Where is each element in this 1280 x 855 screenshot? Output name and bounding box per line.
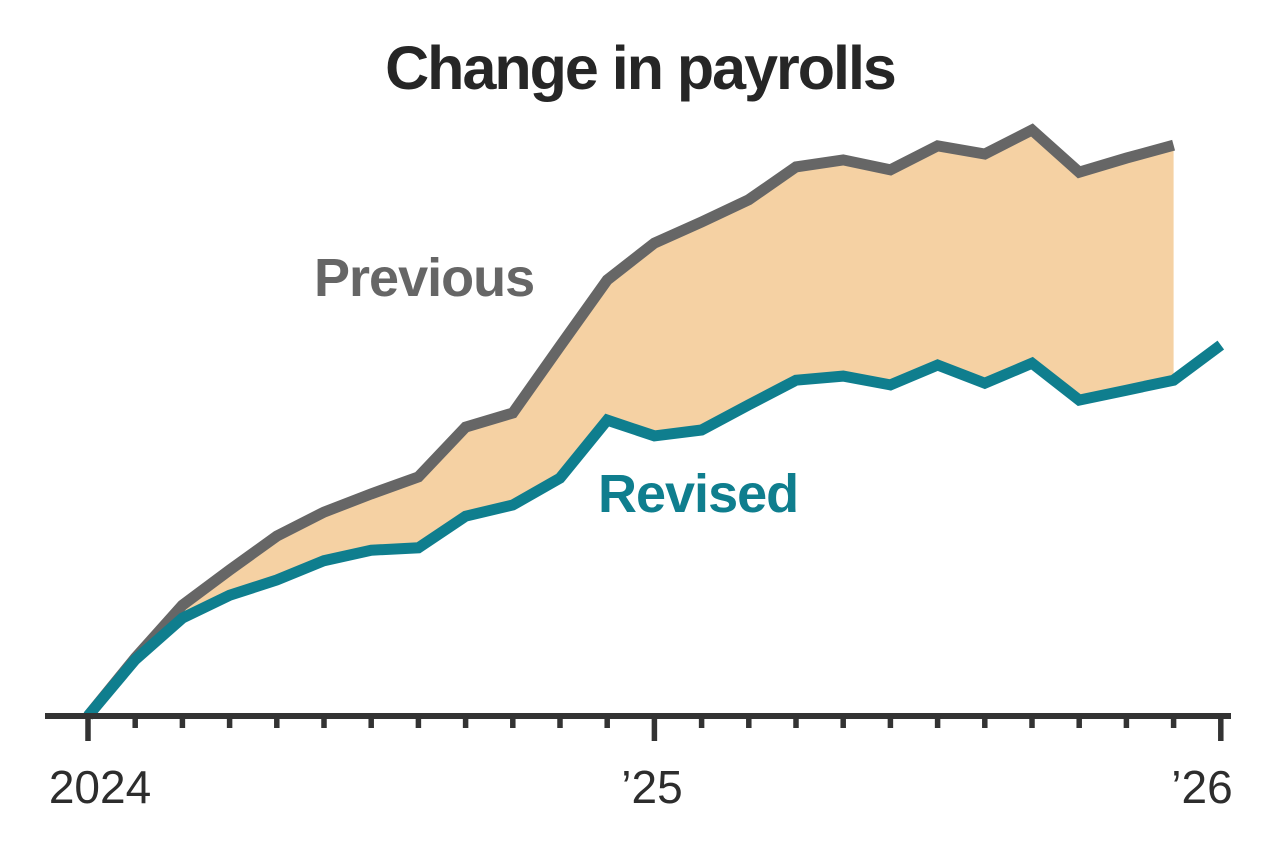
x-tick-label-26: ’26 — [1171, 761, 1232, 813]
revised-line — [83, 340, 1225, 720]
previous-series-label: Previous — [314, 248, 534, 308]
revised-series-label: Revised — [598, 464, 798, 524]
previous-line — [83, 123, 1176, 720]
x-tick-label-2024: 2024 — [49, 761, 151, 813]
x-tick-label-25: ’25 — [621, 761, 682, 813]
chart-title: Change in payrolls — [385, 34, 895, 102]
x-axis-ticks — [85, 716, 1224, 741]
